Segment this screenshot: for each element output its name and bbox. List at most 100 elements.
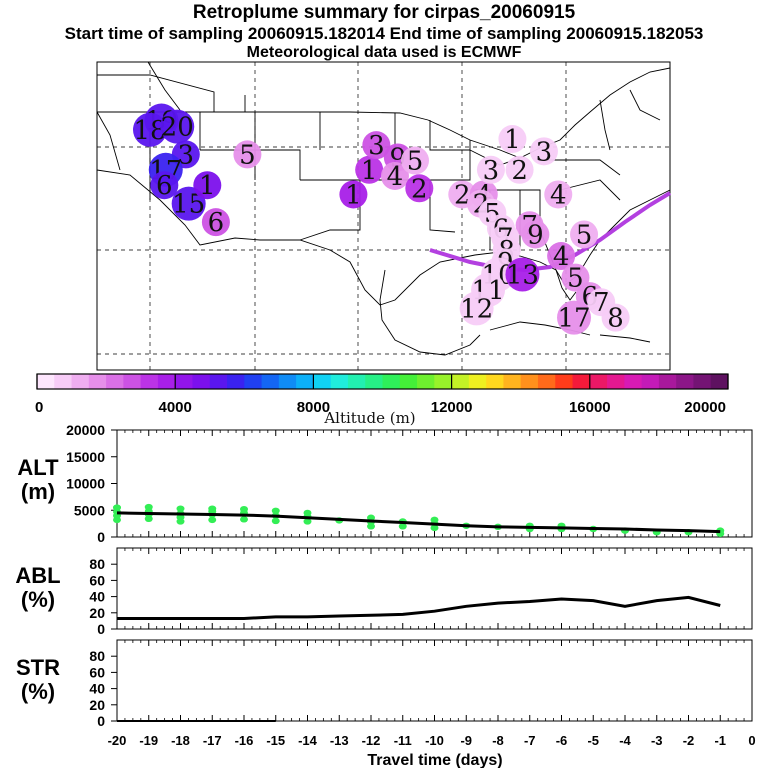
plume-circle — [171, 186, 206, 221]
colorbar-segment — [37, 374, 55, 389]
y-tick-label: 60 — [89, 572, 105, 588]
alt-scatter-point — [144, 503, 153, 511]
plume-day-label: 1 — [361, 156, 378, 186]
plume-circle — [529, 137, 558, 166]
colorbar-tick-label: 20000 — [684, 399, 726, 416]
plume-day-label: 4 — [553, 242, 570, 272]
plume-day-label: 1 — [345, 180, 362, 210]
colorbar-segment — [209, 374, 228, 389]
plume-circle — [160, 109, 195, 144]
sampling-times: Start time of sampling 20060915.182014 E… — [64, 24, 704, 43]
x-tick-label: -2 — [683, 733, 695, 748]
plume-circle — [405, 174, 434, 203]
plume-circle — [505, 257, 540, 292]
colorbar-segment — [607, 374, 625, 389]
colorbar-segment — [71, 374, 90, 389]
plume-circle — [362, 131, 391, 160]
chart-title: Retroplume summary for cirpas_20060915 — [192, 2, 576, 23]
x-tick-label: -5 — [587, 733, 599, 748]
colorbar-segment — [192, 374, 211, 389]
x-tick-label: -14 — [298, 733, 318, 748]
y-tick-label: 20000 — [66, 422, 105, 438]
panel-ylabel: (%) — [21, 679, 55, 704]
colorbar-segment — [175, 374, 193, 389]
map-panel: 1918203176151651139452242312344795567178… — [96, 61, 672, 371]
plume-circle — [133, 112, 168, 147]
x-tick-label: -3 — [651, 733, 663, 748]
plume-circle — [201, 208, 230, 237]
plume-marker: 5 — [233, 140, 262, 170]
colorbar-segment — [676, 374, 694, 389]
y-tick-label: 5000 — [74, 502, 105, 518]
alt-scatter-point — [271, 517, 280, 525]
y-tick-label: 20 — [89, 697, 105, 713]
colorbar-segment — [520, 374, 539, 389]
plume-marker: 2 — [405, 174, 434, 204]
colorbar-segment — [347, 374, 366, 389]
met-data-note: Meteorological data used is ECMWF — [246, 44, 522, 61]
alt-scatter-point — [240, 516, 248, 523]
x-tick-label: -19 — [139, 733, 158, 748]
plume-marker: 6 — [150, 171, 179, 201]
plume-day-label: 4 — [550, 180, 567, 210]
alt-scatter-point — [176, 505, 185, 512]
plume-circle — [547, 242, 576, 271]
x-axis-label: Travel time (days) — [367, 752, 502, 768]
plume-marker: 5 — [570, 220, 599, 250]
plume-marker: 1 — [193, 171, 222, 201]
plume-markers: 1918203176151651139452242312344795567178… — [133, 103, 630, 335]
x-tick-label: -6 — [556, 733, 568, 748]
colorbar-segment — [382, 374, 401, 389]
plume-day-label: 12 — [460, 294, 493, 324]
plume-marker: 3 — [529, 137, 558, 167]
plume-marker: 8 — [601, 303, 630, 334]
colorbar-segment — [555, 374, 574, 389]
x-tick-label: -15 — [266, 733, 285, 748]
plume-circle — [476, 155, 505, 184]
plume-circle — [150, 171, 179, 200]
x-tick-label: -13 — [330, 733, 349, 748]
y-tick-label: 0 — [97, 713, 105, 729]
x-tick-label: -12 — [362, 733, 381, 748]
plume-circle — [339, 180, 368, 209]
plume-day-label: 5 — [239, 140, 256, 170]
x-tick-label: -16 — [235, 733, 254, 748]
x-tick-label: -20 — [108, 733, 127, 748]
plume-circle — [355, 155, 384, 184]
colorbar-segment — [261, 374, 280, 389]
colorbar-segment — [278, 374, 297, 389]
y-tick-label: 0 — [97, 621, 105, 637]
panel-ylabel: ALT — [17, 455, 59, 480]
colorbar-segment — [157, 374, 176, 389]
colorbar-segment — [123, 374, 142, 389]
plume-circle — [401, 146, 430, 175]
y-tick-label: 80 — [89, 556, 105, 572]
plume-marker: 20 — [160, 109, 195, 144]
y-tick-label: 40 — [89, 589, 105, 605]
plume-marker: 6 — [201, 208, 230, 238]
colorbar-segment — [227, 374, 245, 389]
x-tick-label: -11 — [394, 733, 412, 748]
plume-day-label: 3 — [536, 137, 553, 167]
plume-day-label: 1 — [199, 171, 216, 201]
colorbar-segment — [88, 374, 107, 389]
panel-frame — [116, 547, 753, 630]
plume-circle — [544, 180, 573, 209]
x-tick-label: 0 — [748, 733, 755, 748]
altitude-colorbar: 0 4000 8000 12000 16000 20000 — [35, 373, 729, 416]
plume-marker: 1 — [498, 125, 527, 155]
colorbar-segment — [503, 374, 522, 389]
colorbar-segment — [106, 374, 124, 389]
plume-marker: 1 — [355, 155, 384, 186]
plume-marker: 1 — [339, 180, 368, 210]
colorbar-segment — [658, 374, 677, 389]
x-tick-label: -9 — [460, 733, 472, 748]
series-line-alt — [116, 511, 721, 534]
colorbar-segment — [140, 374, 159, 389]
plume-day-label: 5 — [407, 147, 424, 177]
plume-circle — [601, 303, 630, 332]
plume-marker: 9 — [521, 220, 550, 250]
x-tick-label: -10 — [425, 733, 444, 748]
plume-day-label: 3 — [178, 140, 195, 170]
